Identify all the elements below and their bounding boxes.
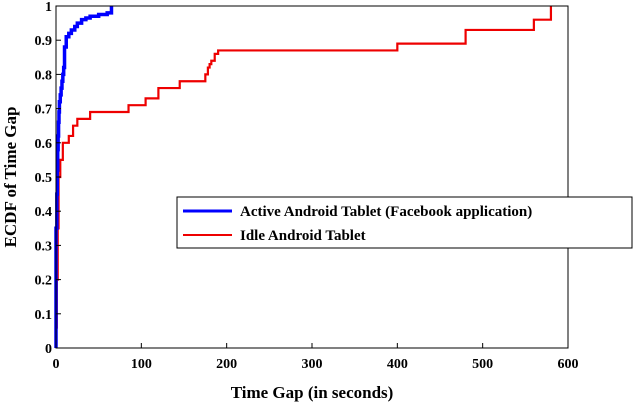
plot-area [56, 6, 568, 348]
y-axis-label: ECDF of Time Gap [1, 107, 20, 248]
y-tick-label: 0.6 [35, 137, 53, 152]
x-tick-label: 300 [302, 357, 323, 372]
x-tick-label: 400 [387, 357, 408, 372]
x-tick-label: 200 [216, 357, 237, 372]
series-line-active [54, 6, 114, 348]
x-tick-label: 0 [53, 357, 60, 372]
x-tick-label: 600 [558, 357, 579, 372]
y-tick-label: 0.2 [35, 274, 53, 289]
legend: Active Android Tablet (Facebook applicat… [176, 196, 633, 249]
y-tick-label: 0.7 [35, 103, 53, 118]
y-tick-label: 0.1 [35, 308, 53, 323]
tick-layer: 0 100 200 300 400 500 600 0 0.1 0.2 0.3 0.4 0.5 0.6 0.… [35, 0, 579, 372]
legend-box [176, 196, 633, 249]
legend-label-active: Active Android Tablet (Facebook applicat… [240, 204, 532, 220]
x-tick-label: 100 [131, 357, 152, 372]
y-tick-label: 0.3 [35, 239, 53, 254]
x-tick-label: 500 [472, 357, 493, 372]
y-tick-label: 0.5 [35, 171, 53, 186]
y-tick-label: 0.9 [35, 34, 53, 49]
legend-label-idle: Idle Android Tablet [240, 228, 366, 244]
y-tick-label: 0.4 [35, 205, 53, 220]
series-layer [54, 6, 553, 348]
x-axis-label: Time Gap (in seconds) [231, 383, 394, 402]
y-tick-label: 1 [45, 0, 52, 15]
y-tick-label: 0 [45, 342, 52, 357]
y-tick-label: 0.8 [35, 68, 53, 83]
